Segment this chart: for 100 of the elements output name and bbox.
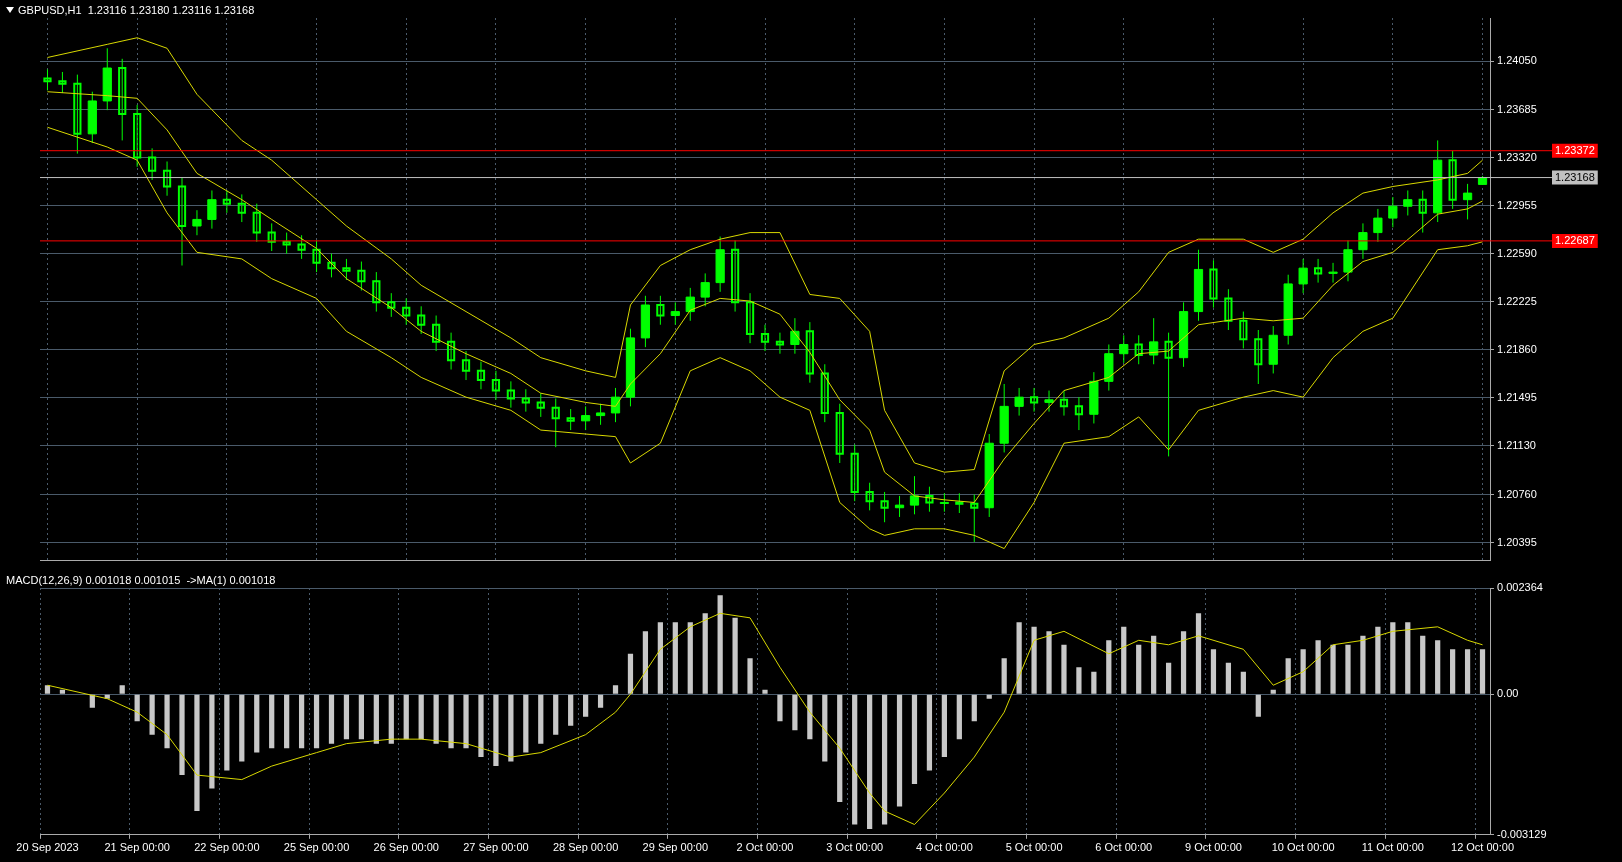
bar — [672, 622, 678, 694]
candlestick — [417, 305, 426, 335]
bar — [1360, 635, 1366, 694]
bar — [418, 694, 424, 740]
candlestick — [551, 397, 560, 448]
bar — [328, 694, 335, 744]
candlestick — [222, 189, 231, 214]
candlestick — [1059, 390, 1069, 417]
candlestick — [476, 361, 486, 390]
bar — [1330, 644, 1336, 694]
bar — [657, 622, 663, 694]
x-tick-label: 10 Oct 00:00 — [1271, 841, 1335, 854]
bar — [822, 694, 828, 762]
candlestick — [880, 491, 889, 523]
bar — [702, 613, 708, 694]
bar — [971, 694, 977, 722]
bar — [493, 694, 499, 767]
candlestick — [566, 408, 575, 431]
bar — [553, 694, 559, 735]
bar — [1016, 622, 1022, 694]
bar — [1375, 626, 1381, 694]
x-tick-label: 4 Oct 00:00 — [915, 841, 973, 854]
bar — [1001, 658, 1007, 694]
bar — [119, 685, 125, 694]
bar — [164, 694, 170, 749]
bar — [1240, 671, 1246, 694]
bar — [568, 694, 574, 726]
bar — [687, 622, 693, 694]
candlestick — [521, 388, 530, 413]
candlestick — [73, 74, 82, 155]
bar — [837, 694, 843, 803]
bar — [1315, 640, 1321, 694]
bar — [717, 595, 723, 694]
candlestick — [775, 332, 785, 355]
bar — [986, 694, 992, 699]
candlestick — [1044, 390, 1054, 413]
bar — [388, 694, 394, 744]
x-tick-label: 2 Oct 00:00 — [736, 841, 794, 854]
candlestick — [1254, 329, 1263, 385]
bar — [896, 694, 903, 807]
x-tick-label: 9 Oct 00:00 — [1185, 841, 1242, 854]
candlestick — [148, 147, 157, 181]
bar — [179, 694, 185, 776]
candlestick — [372, 271, 381, 313]
bar — [373, 694, 379, 744]
candlestick — [312, 239, 321, 273]
bar — [762, 689, 768, 694]
x-tick-label: 21 Sep 00:00 — [104, 841, 170, 854]
bar — [852, 694, 858, 825]
x-tick-label: 25 Sep 00:00 — [283, 841, 350, 854]
bar — [1300, 649, 1306, 694]
candlestick — [252, 203, 261, 243]
bar — [612, 685, 619, 694]
y-tick-label: 1.20395 — [1497, 535, 1537, 548]
bar — [254, 694, 260, 753]
bar — [224, 694, 230, 771]
x-tick-label: 3 Oct 00:00 — [826, 841, 884, 854]
bar — [926, 694, 933, 771]
y-tick-label: 0.00 — [1497, 687, 1519, 700]
y-tick-label: 1.24050 — [1497, 54, 1537, 67]
candlestick — [506, 380, 515, 409]
y-tick-label: 1.22225 — [1497, 294, 1537, 307]
candlestick — [1209, 259, 1218, 309]
candlestick — [970, 494, 979, 543]
chart-title: GBPUSD,H1 1.23116 1.23180 1.23116 1.23168 — [18, 4, 255, 16]
y-tick-label: 1.21130 — [1497, 438, 1536, 451]
candlestick — [925, 486, 934, 513]
x-tick-label: 27 Sep 00:00 — [463, 841, 529, 854]
bar — [1285, 658, 1291, 694]
bar — [194, 694, 200, 812]
candlestick — [1134, 334, 1143, 365]
bar — [269, 694, 275, 749]
bar — [1270, 689, 1276, 694]
candlestick — [745, 292, 755, 344]
bar — [1151, 635, 1157, 694]
bar — [59, 689, 66, 694]
candlestick — [342, 258, 351, 281]
bar — [941, 694, 947, 758]
x-tick-label: 20 Sep 2023 — [16, 841, 79, 854]
chart-title: MACD(12,26,9) 0.001018 0.001015 ->MA(1) 0.001018 — [6, 574, 276, 586]
bar — [1136, 644, 1142, 694]
bar — [1420, 635, 1426, 694]
bar — [1405, 622, 1411, 694]
bar — [149, 694, 155, 735]
candlestick — [850, 444, 859, 502]
bar — [747, 658, 753, 694]
bar — [284, 694, 290, 749]
candlestick — [656, 295, 665, 326]
bar — [478, 694, 484, 758]
bar — [1180, 631, 1187, 694]
bar — [1390, 622, 1396, 694]
candlestick — [58, 71, 67, 94]
bar — [807, 694, 813, 740]
x-tick-label: 5 Oct 00:00 — [1005, 841, 1063, 854]
x-tick-label: 6 Oct 00:00 — [1095, 841, 1153, 854]
x-tick-label: 11 Oct 00:00 — [1361, 841, 1424, 854]
bar — [1061, 644, 1067, 694]
y-tick-label: -0.003129 — [1497, 827, 1547, 840]
candlestick — [536, 392, 545, 418]
bar — [448, 694, 454, 749]
